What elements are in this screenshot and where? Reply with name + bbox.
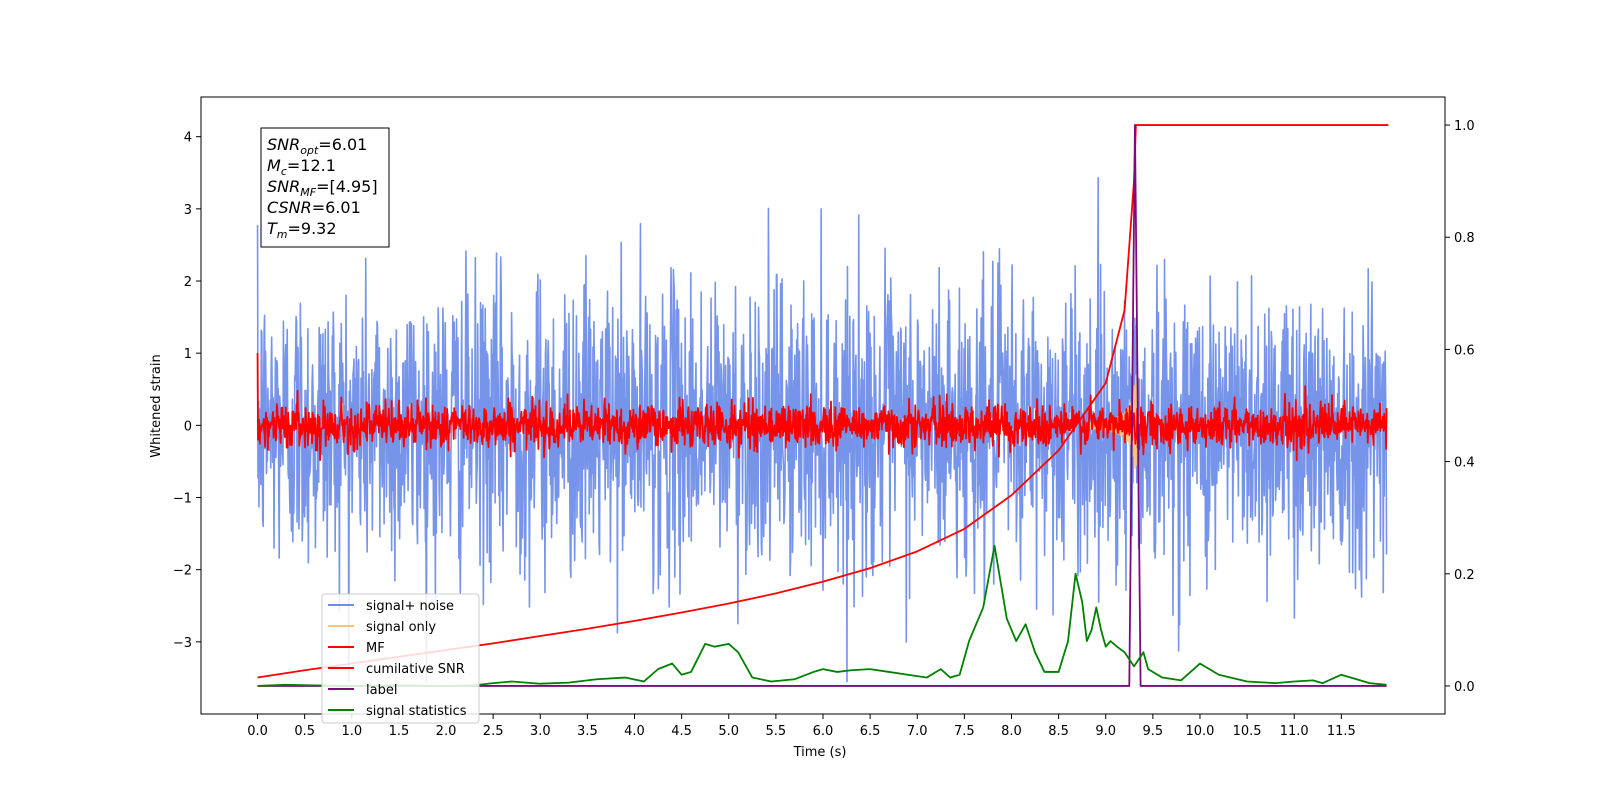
y-tick-label: 3 — [184, 203, 192, 218]
info-box-line: SNRopt=6.01 — [267, 135, 367, 157]
y-right-tick-label: 0.6 — [1454, 343, 1475, 358]
y-axis-left: 4 3 2 1 0 −1 −2 −3 — [173, 131, 201, 651]
x-tick-label: 5.0 — [718, 724, 739, 739]
y-tick-label: 1 — [184, 347, 192, 362]
x-tick-label: 1.5 — [389, 724, 410, 739]
x-tick-label: 10.5 — [1233, 724, 1262, 739]
y-tick-label: −1 — [173, 492, 192, 507]
x-tick-label: 8.0 — [1001, 724, 1022, 739]
x-tick-label: 0.0 — [247, 724, 268, 739]
x-tick-label: 11.0 — [1280, 724, 1309, 739]
info-box-line: SNRMF=[4.95] — [267, 177, 378, 199]
y-tick-label: −3 — [173, 636, 192, 651]
x-tick-label: 10.0 — [1185, 724, 1214, 739]
legend-frame — [321, 593, 480, 724]
x-tick-label: 5.5 — [766, 724, 787, 739]
x-tick-label: 3.0 — [530, 724, 551, 739]
x-tick-label: 4.0 — [624, 724, 645, 739]
x-tick-label: 2.5 — [483, 724, 504, 739]
legend-label: signal statistics — [366, 704, 467, 719]
legend-label: cumilative SNR — [366, 662, 465, 677]
y-tick-label: −2 — [173, 564, 192, 579]
legend-label: label — [366, 683, 397, 698]
x-tick-label: 9.0 — [1095, 724, 1116, 739]
y-right-tick-label: 0.2 — [1454, 568, 1475, 583]
legend-label: signal only — [366, 620, 436, 635]
legend-label: signal+ noise — [366, 599, 454, 614]
x-tick-label: 4.5 — [671, 724, 692, 739]
legend-label: MF — [366, 641, 385, 656]
x-tick-label: 6.5 — [860, 724, 881, 739]
x-axis: 0.0 0.5 1.0 1.5 2.0 2.5 3.0 3.5 4.0 4.5 5.0 5.5 6.0 6… — [247, 714, 1356, 739]
x-tick-label: 6.0 — [813, 724, 834, 739]
y-right-tick-label: 1.0 — [1454, 119, 1475, 134]
series-label — [257, 124, 1387, 687]
x-tick-label: 8.5 — [1048, 724, 1069, 739]
info-box-line: Tm=9.32 — [267, 219, 337, 241]
y-axis-label: Whitened strain — [149, 354, 164, 457]
x-tick-label: 1.0 — [341, 724, 362, 739]
y-right-tick-label: 0.0 — [1454, 680, 1475, 695]
x-tick-label: 2.0 — [436, 724, 457, 739]
info-box-frame — [260, 127, 390, 248]
x-tick-label: 7.0 — [907, 724, 928, 739]
x-axis-label: Time (s) — [793, 745, 847, 760]
series-mf — [256, 353, 1388, 462]
y-tick-label: 4 — [184, 131, 192, 146]
x-tick-label: 9.5 — [1143, 724, 1164, 739]
x-tick-label: 7.5 — [954, 724, 975, 739]
y-tick-label: 2 — [184, 275, 192, 290]
y-axis-right: 1.0 0.8 0.6 0.4 0.2 0.0 — [1445, 119, 1475, 695]
info-box-line: CSNR=6.01 — [267, 198, 361, 217]
series-signal-statistics — [257, 544, 1387, 687]
info-box-line: Mc=12.1 — [267, 156, 336, 178]
x-tick-label: 0.5 — [294, 724, 315, 739]
y-right-tick-label: 0.4 — [1454, 456, 1475, 471]
y-tick-label: 0 — [184, 419, 192, 434]
x-tick-label: 3.5 — [577, 724, 598, 739]
legend: signal+ noise signal only MF cumilative SNR… — [321, 593, 480, 724]
x-tick-label: 11.5 — [1327, 724, 1356, 739]
y-right-tick-label: 0.8 — [1454, 231, 1475, 246]
